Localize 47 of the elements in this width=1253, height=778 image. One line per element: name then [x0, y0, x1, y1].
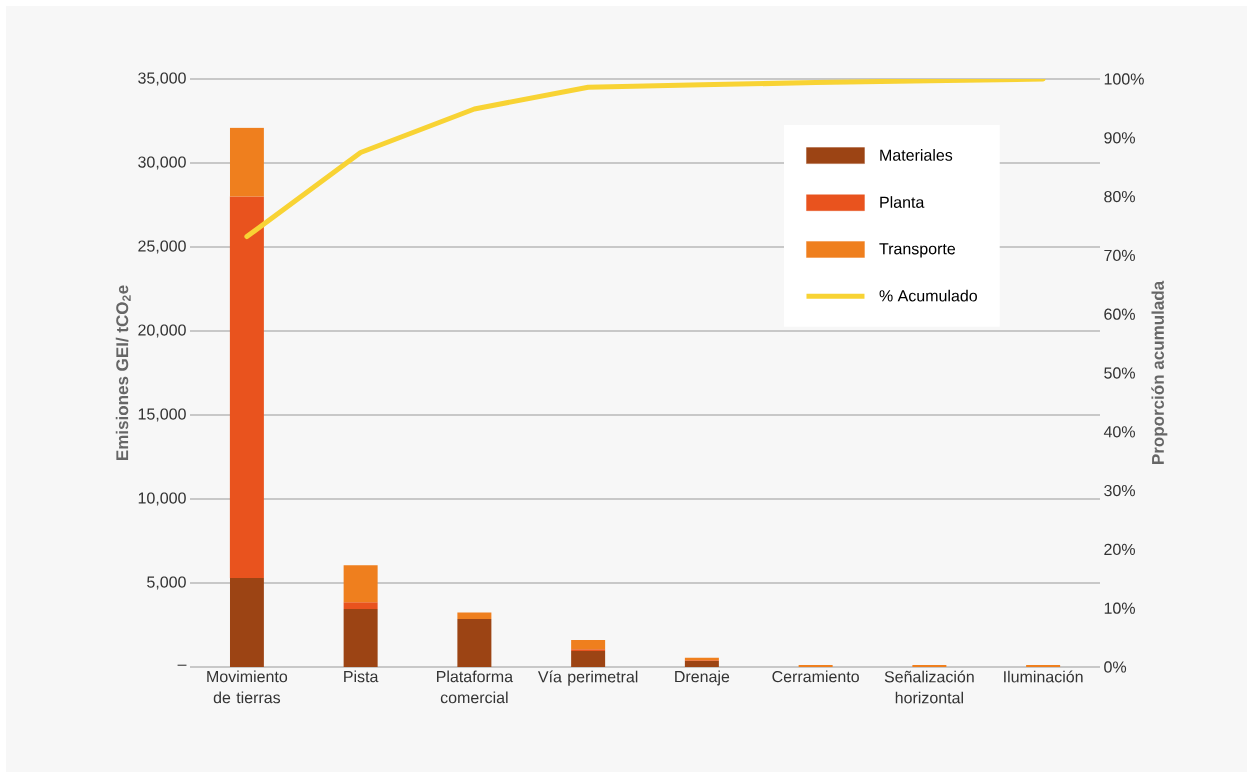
y2-tick-label: 70%	[1104, 249, 1135, 262]
legend-label: Planta	[880, 196, 925, 208]
bar	[798, 664, 833, 667]
bar	[457, 619, 492, 667]
bar	[343, 609, 378, 667]
y-tick-label: 15,000	[138, 408, 186, 422]
x-tick-label: Drenaje	[675, 670, 730, 686]
bar	[229, 127, 264, 197]
y-tick-label: 35,000	[138, 72, 186, 86]
y-tick-label: 30,000	[138, 156, 186, 170]
y-tick-label: –	[177, 664, 187, 666]
y2-tick-label: 20%	[1104, 543, 1135, 556]
x-tick-label: Movimiento de tierras	[207, 670, 288, 704]
x-tick-label: Pista	[344, 670, 379, 683]
y2-tick-label: 40%	[1103, 426, 1135, 438]
bar	[343, 565, 378, 603]
legend-label: Transporte	[879, 243, 956, 258]
x-tick-label: Plataforma comercial	[437, 670, 514, 704]
x-tick-label: Señalización horizontal	[884, 670, 974, 704]
legend-label: % Acumulado	[879, 289, 977, 302]
y2-axis-title: Proporción acumulada	[1151, 280, 1168, 464]
y-tick-label: 20,000	[138, 324, 186, 338]
y2-tick-label: 30%	[1104, 484, 1135, 497]
bar	[457, 612, 492, 620]
bar	[684, 661, 719, 667]
y-tick-label: 5,000	[147, 576, 186, 590]
y2-tick-label: 80%	[1104, 190, 1135, 203]
bar	[912, 664, 947, 667]
x-tick-label: Vía perimetral	[537, 670, 638, 686]
y2-tick-label: 90%	[1104, 132, 1135, 144]
y2-tick-label: 0%	[1104, 661, 1127, 673]
y-axis-title: Emisiones GEI/ tCO$_{2}$e	[115, 285, 131, 460]
bar	[229, 577, 264, 667]
y2-tick-label: 60%	[1104, 308, 1135, 320]
x-tick-label: Cerramiento	[772, 670, 859, 683]
bar	[571, 651, 606, 667]
bar	[343, 602, 378, 610]
y2-tick-label: 10%	[1104, 602, 1135, 614]
bar	[571, 640, 606, 650]
bar	[1026, 664, 1061, 667]
bar	[229, 196, 264, 578]
x-tick-label: Iluminación	[1004, 670, 1083, 683]
legend-label: Materiales	[880, 149, 953, 161]
y-tick-label: 10,000	[138, 492, 186, 506]
y2-tick-label: 100%	[1104, 73, 1144, 85]
y-tick-label: 25,000	[138, 240, 186, 254]
y2-tick-label: 50%	[1104, 367, 1135, 379]
